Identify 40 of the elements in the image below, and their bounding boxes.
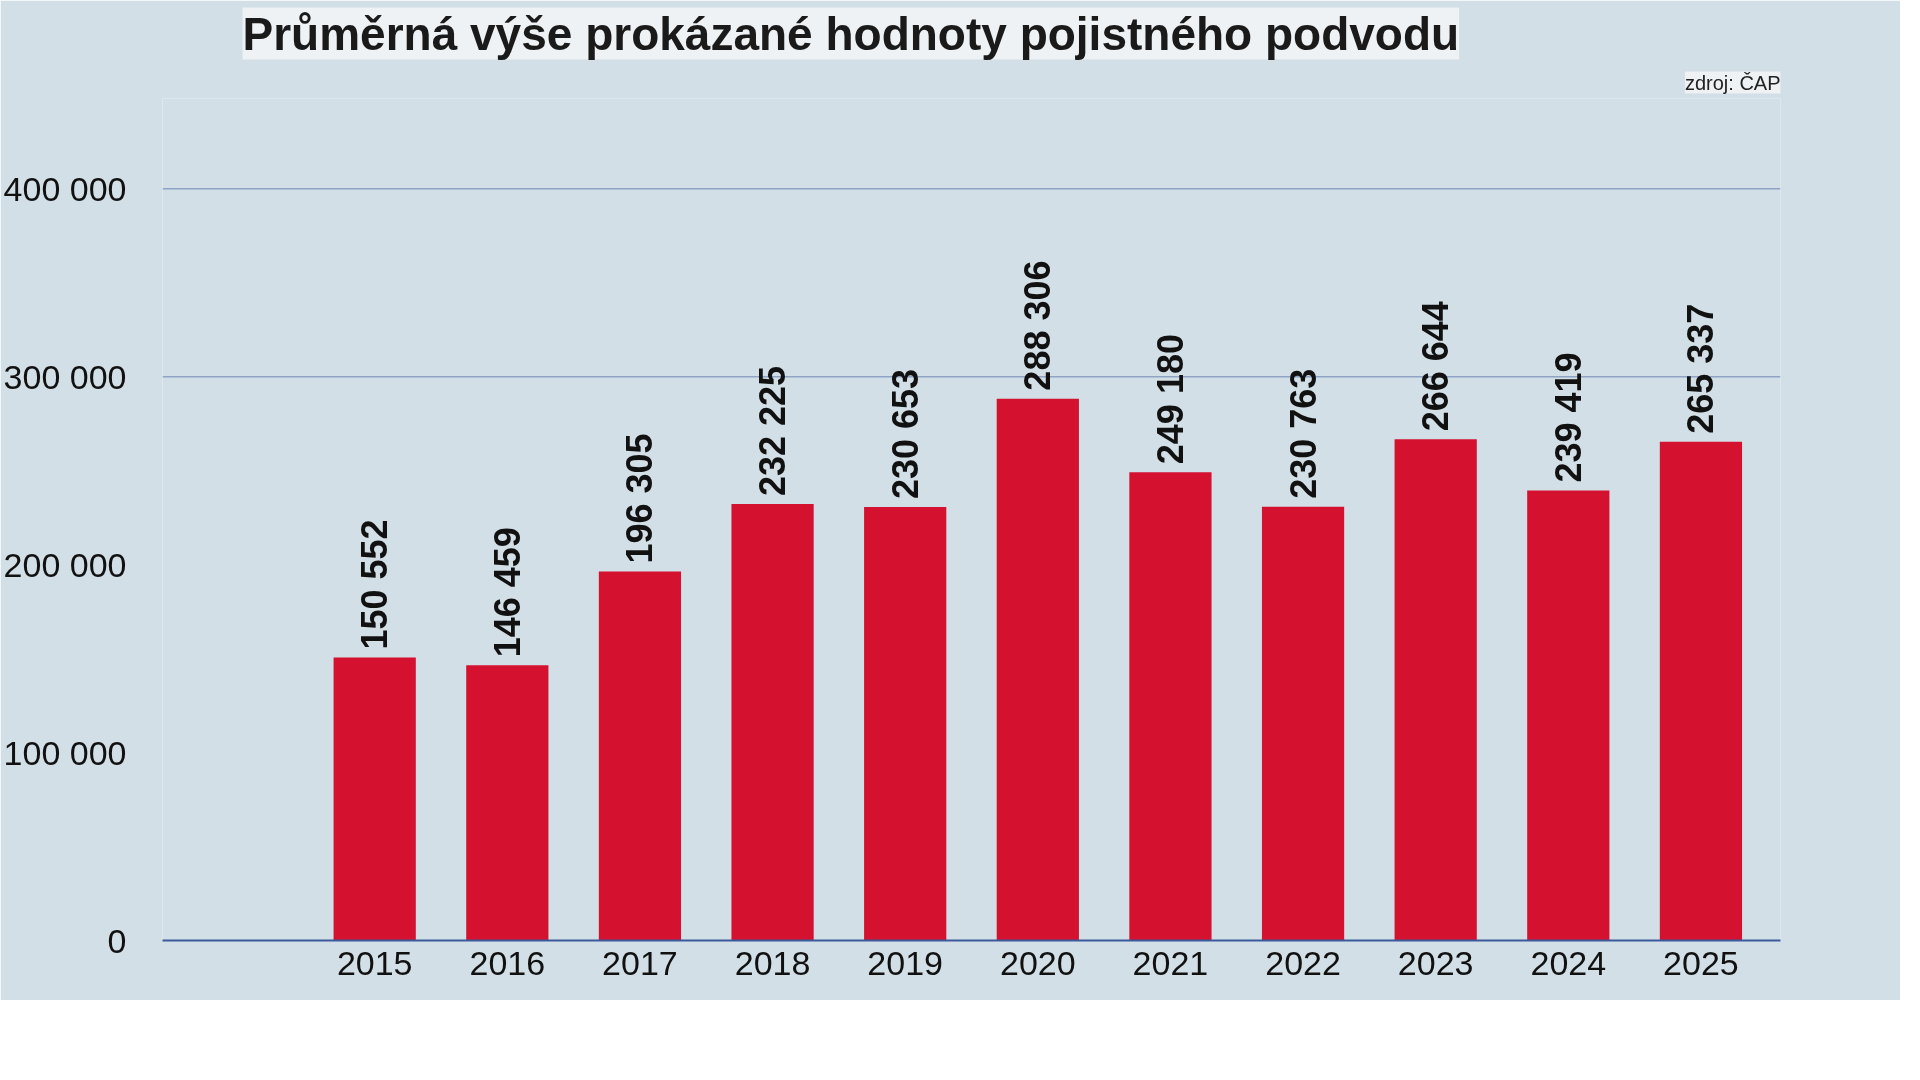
data-label: 150 552 (354, 519, 396, 650)
data-label: 232 225 (752, 365, 794, 497)
chart-title: Průměrná výše prokázané hodnoty pojistného podvodu (242, 7, 1460, 60)
x-tick-label: 2018 (734, 943, 811, 982)
y-tick-label: 200 000 (3, 545, 127, 584)
data-label: 249 180 (1149, 334, 1191, 465)
x-tick-label: 2022 (1265, 943, 1341, 982)
bar (996, 398, 1079, 941)
x-tick-label: 2025 (1663, 943, 1739, 982)
y-tick-label: 400 000 (3, 169, 127, 208)
bar (1129, 472, 1212, 941)
x-tick-label: 2024 (1530, 943, 1607, 982)
bar (731, 504, 814, 941)
bar (466, 665, 549, 941)
data-label: 266 644 (1415, 301, 1457, 432)
data-label: 146 459 (486, 527, 528, 658)
x-tick-label: 2021 (1132, 943, 1209, 982)
data-label: 230 763 (1282, 368, 1324, 499)
x-tick-label: 2019 (867, 943, 944, 982)
data-label: 239 419 (1547, 352, 1589, 483)
data-label: 230 653 (884, 368, 926, 499)
bar (598, 571, 682, 941)
y-tick-label: 300 000 (3, 357, 127, 396)
bar (1659, 441, 1743, 941)
bar (1261, 506, 1345, 941)
y-tick-label: 100 000 (3, 733, 127, 772)
y-tick-label: 0 (107, 921, 127, 960)
bar (864, 507, 947, 941)
text: zdroj: ČAP (1684, 71, 1781, 94)
data-label: 196 305 (619, 433, 661, 564)
x-tick-label: 2020 (999, 943, 1076, 982)
x-tick-label: 2023 (1397, 943, 1474, 982)
x-tick-label: 2017 (602, 943, 678, 982)
x-tick-label: 2016 (469, 943, 546, 982)
data-label: 265 337 (1680, 303, 1722, 434)
data-label: 288 306 (1017, 260, 1059, 391)
bar (1394, 439, 1477, 941)
bar (333, 657, 416, 941)
bar (1527, 490, 1610, 941)
x-tick-label: 2015 (336, 943, 413, 982)
